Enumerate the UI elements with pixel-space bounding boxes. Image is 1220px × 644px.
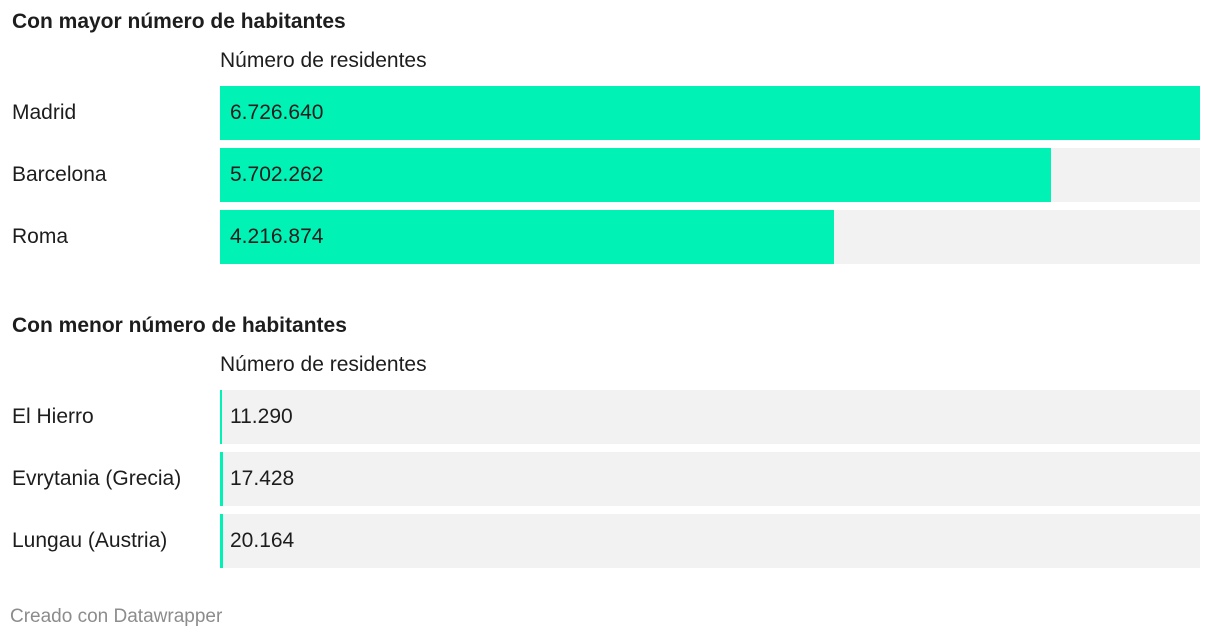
credit-footer[interactable]: Creado con Datawrapper — [10, 606, 223, 627]
bar-row: Evrytania (Grecia) 17.428 — [0, 452, 1220, 506]
bar-value-label: 20.164 — [230, 529, 295, 552]
bar-track: 17.428 — [220, 452, 1200, 506]
chart-title: Con menor número de habitantes — [12, 314, 347, 337]
bar-row: Barcelona 5.702.262 — [0, 148, 1220, 202]
bar-value-label: 5.702.262 — [230, 163, 324, 186]
bar-track: 4.216.874 — [220, 210, 1200, 264]
category-label: Barcelona — [12, 163, 107, 186]
category-label: Roma — [12, 225, 69, 248]
bar-value-label: 6.726.640 — [230, 101, 324, 124]
bar-value-label: 11.290 — [230, 405, 293, 428]
bar — [220, 210, 834, 264]
bar — [220, 148, 1051, 202]
bar-track: 5.702.262 — [220, 148, 1200, 202]
category-label: El Hierro — [12, 405, 94, 428]
bar — [220, 86, 1200, 140]
bar-row: Madrid 6.726.640 — [0, 86, 1220, 140]
chart-title: Con mayor número de habitantes — [12, 10, 346, 33]
category-label: Madrid — [12, 101, 77, 124]
bar-row: Roma 4.216.874 — [0, 210, 1220, 264]
bar-row: Lungau (Austria) 20.164 — [0, 514, 1220, 568]
bar-track: 11.290 — [220, 390, 1200, 444]
column-header: Número de residentes — [220, 353, 427, 376]
bar — [220, 452, 223, 506]
bar-track: 20.164 — [220, 514, 1200, 568]
bar-row: El Hierro 11.290 — [0, 390, 1220, 444]
column-header: Número de residentes — [220, 49, 427, 72]
bar-track: 6.726.640 — [220, 86, 1200, 140]
bar — [220, 514, 223, 568]
bar — [220, 390, 222, 444]
bar-value-label: 17.428 — [230, 467, 295, 490]
category-label: Lungau (Austria) — [12, 529, 168, 552]
bar-value-label: 4.216.874 — [230, 225, 324, 248]
category-label: Evrytania (Grecia) — [12, 467, 182, 490]
